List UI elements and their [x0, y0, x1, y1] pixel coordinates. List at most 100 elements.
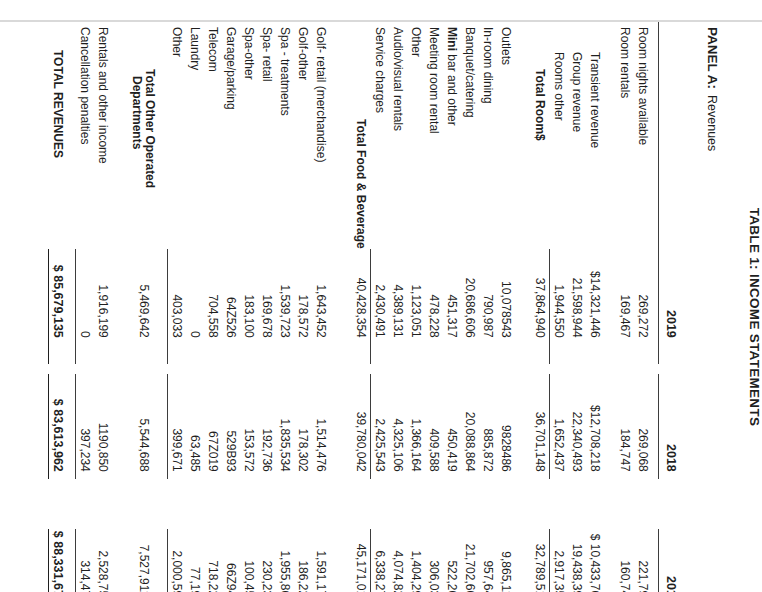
column-gap	[497, 364, 515, 374]
value-2018: 2,425,543	[370, 374, 389, 479]
column-gap	[568, 479, 586, 529]
value-2018: 67Z019	[204, 374, 222, 479]
value-2017: 32,789,513	[531, 529, 549, 592]
value-2019: 37,864,940	[531, 249, 549, 364]
value-2019: 4,389,131	[389, 249, 407, 364]
column-gap	[204, 479, 222, 529]
row-label: Golf-other	[294, 22, 312, 249]
value-2019: 1,643,452	[312, 249, 330, 364]
column-gap	[479, 364, 497, 374]
column-gap	[634, 364, 652, 374]
value-2018: 63,485	[186, 374, 204, 479]
row-label: TOTAL REVENUES	[49, 22, 67, 249]
column-gap	[497, 479, 515, 529]
value-2018: 4,325,106	[389, 374, 407, 479]
column-gap	[258, 364, 276, 374]
column-gap	[49, 364, 67, 374]
column-gap	[550, 364, 568, 374]
column-gap	[586, 479, 604, 529]
panel-name: Revenues	[705, 95, 719, 151]
value-2018: 192,736	[258, 374, 276, 479]
value-2017: 522,204	[443, 529, 461, 592]
column-header-2019: 2019	[658, 249, 704, 364]
value-2019: 21,598,944	[568, 249, 586, 364]
value-2017: 314,476	[75, 529, 94, 592]
value-2017: 306,037	[425, 529, 443, 592]
value-2017: 2,917,357	[549, 529, 568, 592]
column-gap	[204, 364, 222, 374]
row-label: Rooms other	[550, 22, 568, 249]
column-gap	[479, 479, 497, 529]
row-label: Transient revenue	[586, 22, 604, 249]
value-2018: 36,701,148	[531, 374, 549, 479]
value-2018: 399,671	[167, 374, 186, 479]
document-page: TABLE 1: INCOME STATEMENTS PANEL A:Reven…	[0, 0, 762, 592]
value-2017: 45,171,015	[352, 529, 370, 592]
row-spacer	[515, 22, 531, 592]
row-label: Golf- retail (merchandise)	[312, 22, 330, 249]
panel-heading: PANEL A:Revenues	[704, 27, 722, 592]
value-2019: 790,987	[479, 249, 497, 364]
row-label: Total Other OperatedDepartments	[129, 22, 159, 249]
column-gap	[443, 364, 461, 374]
value-2017: 2,000,592	[167, 529, 186, 592]
value-2017: $ 88,331,670	[48, 529, 67, 592]
value-2018: 39,780,042	[352, 374, 370, 479]
value-2018: 5,544,688	[129, 374, 159, 479]
value-2018: 153,572	[240, 374, 258, 479]
value-2018: 269,068	[634, 374, 652, 479]
value-2018: 20,088,864	[461, 374, 479, 479]
value-2018: 1,366,164	[407, 374, 425, 479]
value-2017: 19,438,393	[568, 529, 586, 592]
row-label: Room nights available	[634, 22, 652, 249]
value-2018: 1,835,534	[276, 374, 294, 479]
value-2017: 230,233	[258, 529, 276, 592]
value-2018: 9828486	[497, 374, 515, 479]
column-gap	[352, 479, 370, 529]
value-2019: 0	[186, 249, 204, 364]
value-2018: 22,340,493	[568, 374, 586, 479]
row-label: Banquet/catering	[461, 22, 479, 249]
row-spacer	[67, 22, 75, 592]
column-gap	[141, 479, 159, 529]
value-2017: 100,454	[240, 529, 258, 592]
value-2018: 1190,850	[94, 374, 112, 479]
value-2019: 478,228	[425, 249, 443, 364]
column-gap	[94, 364, 112, 374]
row-label: Rentals and other income	[94, 22, 112, 249]
column-gap	[461, 479, 479, 529]
value-2019: 1,944,550	[549, 249, 568, 364]
column-gap	[371, 364, 389, 374]
row-spacer	[159, 22, 167, 592]
value-2019: 1,539,723	[276, 249, 294, 364]
value-2017: 77,198	[186, 529, 204, 592]
value-2019: $ 85,679,135	[48, 249, 67, 364]
row-label: Outlets	[497, 22, 515, 249]
column-gap	[294, 364, 312, 374]
value-2018: 450,419	[443, 374, 461, 479]
income-table: 2019 2018 2017 Room nights available269,…	[48, 22, 704, 592]
value-2017: $ 10,433,763	[586, 529, 604, 592]
column-gap	[389, 364, 407, 374]
table-title: TABLE 1: INCOME STATEMENTS	[746, 22, 762, 592]
value-2017: 66Z948	[222, 529, 240, 592]
value-2019: 704,558	[204, 249, 222, 364]
row-label: Room rentals	[616, 22, 634, 249]
value-2017: 4,074,827	[389, 529, 407, 592]
row-spacer	[330, 22, 352, 592]
column-gap	[443, 479, 461, 529]
column-gap	[240, 364, 258, 374]
column-gap	[258, 479, 276, 529]
column-gap	[550, 479, 568, 529]
column-gap	[531, 364, 549, 374]
column-gap	[186, 364, 204, 374]
column-gap	[389, 479, 407, 529]
value-2017: 9,865,115	[497, 529, 515, 592]
column-gap	[76, 364, 94, 374]
column-gap	[407, 364, 425, 374]
column-gap	[686, 364, 704, 374]
column-gap	[407, 479, 425, 529]
row-label: Total Room$	[531, 22, 549, 249]
value-2019: 169,467	[616, 249, 634, 364]
value-2018: 178,302	[294, 374, 312, 479]
